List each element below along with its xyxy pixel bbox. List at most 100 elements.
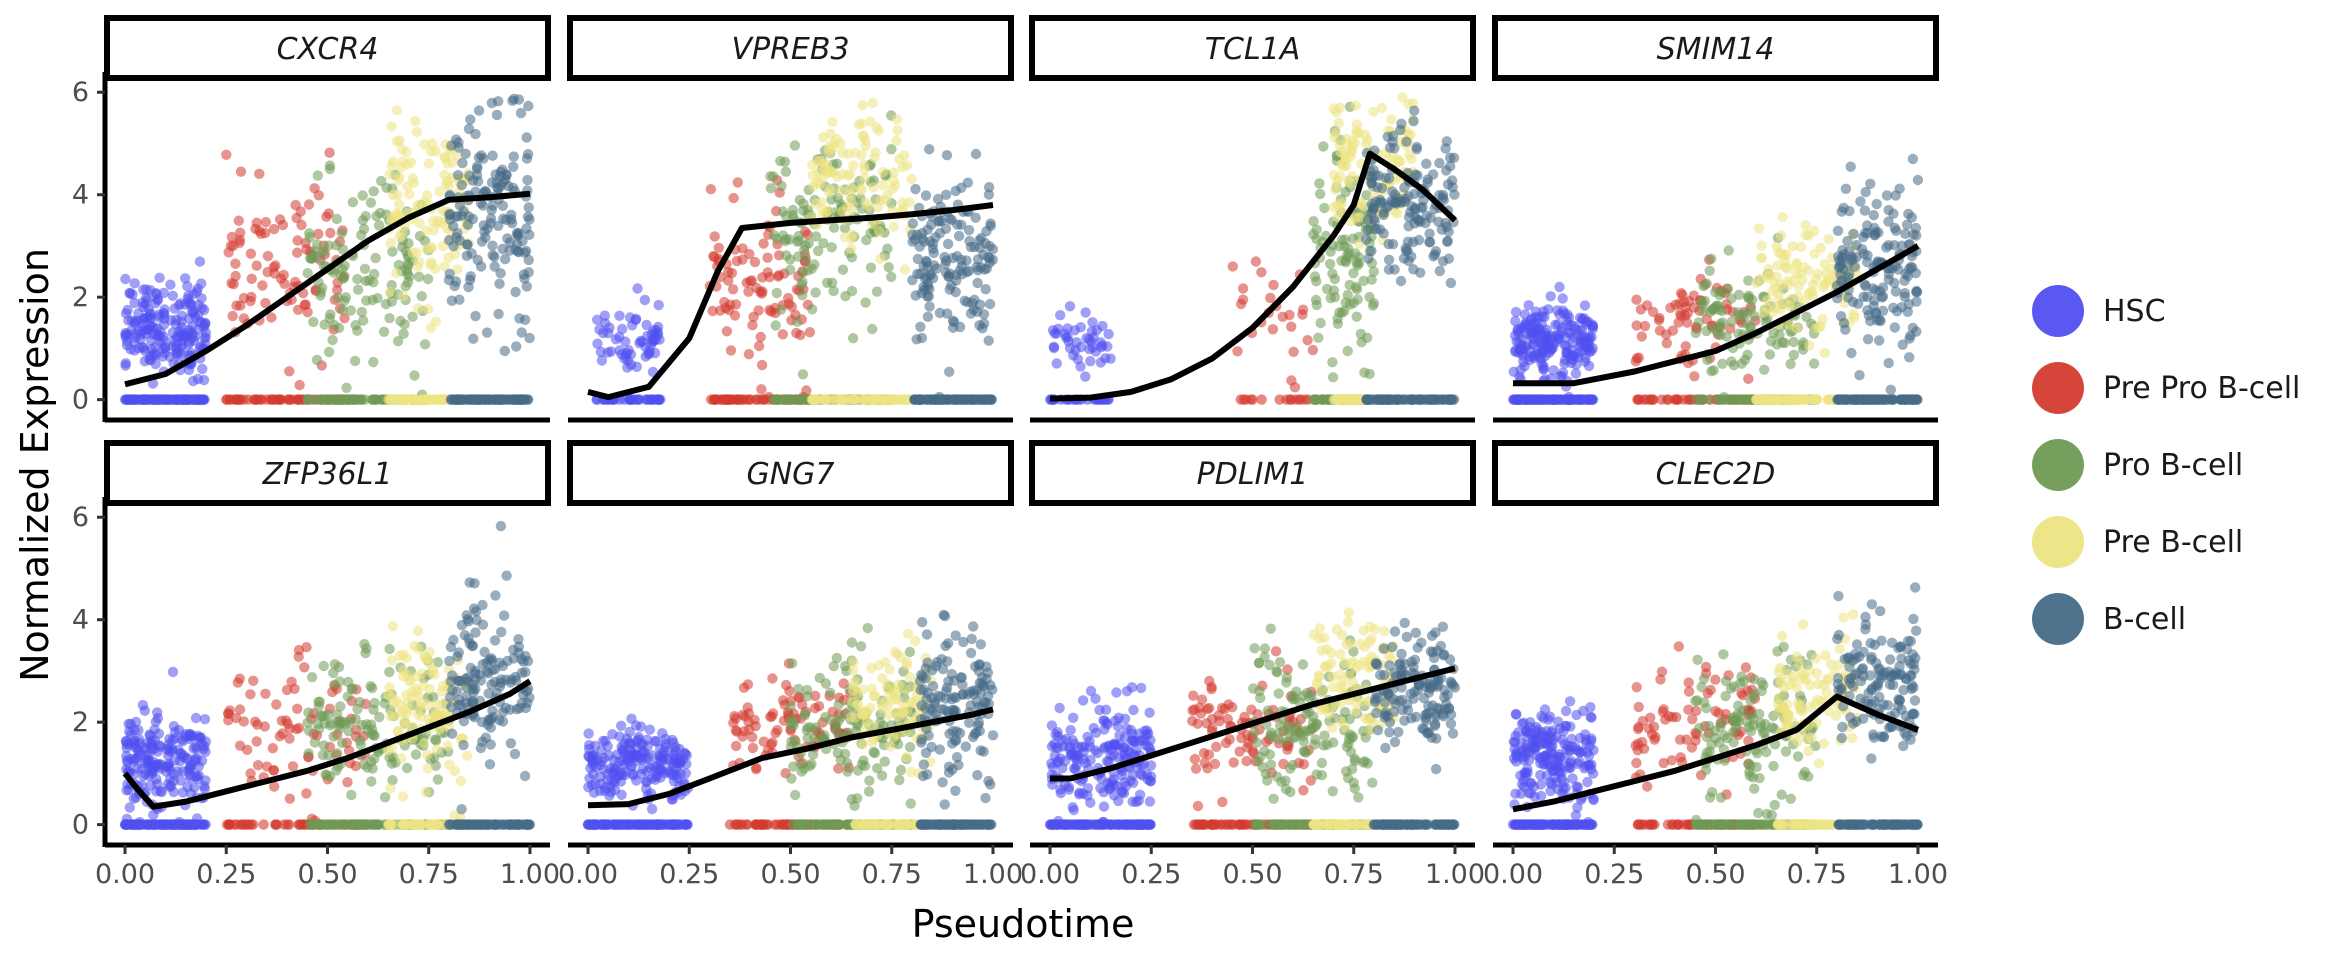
data-point [412,709,423,720]
data-point [1347,135,1358,146]
data-point-zero [1444,394,1455,405]
data-point [780,166,792,177]
data-point [983,182,995,193]
data-point [1267,324,1279,335]
data-point [956,219,967,230]
data-point [1314,178,1325,189]
data-point [1334,171,1346,182]
data-point [1350,100,1362,111]
data-point [221,149,232,160]
data-point [519,770,531,782]
x-tick-label: 0.75 [399,859,459,890]
data-point [176,322,187,333]
data-point [1855,196,1866,207]
data-point [1367,300,1379,311]
data-point [1554,281,1565,293]
data-point [892,125,903,136]
data-point-zero [643,394,654,405]
data-point [413,271,425,282]
data-point [495,268,506,279]
data-point [1771,241,1782,252]
data-point-zero [1309,394,1320,405]
y-tick-label: 6 [72,502,89,533]
data-point [461,750,473,761]
data-point [939,251,950,263]
data-point [327,334,338,346]
data-point [912,268,923,280]
data-point [794,194,805,206]
data-point [1361,234,1372,245]
data-point [1733,310,1745,321]
data-point-zero [188,394,199,405]
data-point [1384,142,1396,153]
data-point-zero [340,394,351,405]
data-point [165,279,176,290]
data-point [245,248,257,259]
data-point-zero [121,394,133,405]
facet-strip [104,15,551,81]
data-point [777,230,789,241]
data-point [625,349,637,360]
data-point [753,305,764,316]
data-point [728,192,739,204]
data-point-zero [1866,394,1877,405]
data-point [959,295,970,306]
data-point [368,186,379,197]
data-point [361,719,372,730]
data-point [301,642,312,653]
data-point [1310,294,1322,306]
data-point [1742,349,1753,360]
data-point [868,182,879,193]
data-point [1900,228,1911,239]
data-point-zero [494,394,505,405]
data-point [486,655,498,666]
data-point [234,704,246,715]
data-point [1682,308,1693,319]
data-point [410,115,421,127]
data-point [260,217,272,228]
data-point [631,361,642,372]
data-point-zero [733,394,744,405]
data-point [770,320,781,331]
data-point [359,263,371,274]
data-point-zero [1587,394,1598,405]
data-point [1437,256,1449,267]
data-point-zero [791,394,802,405]
data-point [970,148,982,160]
data-point [867,97,878,109]
data-point [891,135,902,147]
scatter-points [119,520,536,830]
data-point [163,760,174,771]
data-point [170,343,182,354]
data-point [1386,114,1397,125]
data-point [409,370,420,381]
data-point [284,793,296,804]
data-point [399,319,410,330]
data-point [391,267,402,279]
data-point [321,211,332,222]
data-point [254,168,265,179]
data-point [524,332,535,344]
data-point [1788,336,1799,348]
data-point [454,200,466,211]
data-point [1832,225,1844,236]
data-point [1583,360,1595,372]
data-point [758,238,769,249]
data-point [1557,293,1568,304]
data-point [234,740,246,751]
data-point [141,284,152,295]
data-point [1545,291,1556,302]
data-point [942,238,954,250]
data-point [495,677,507,688]
data-point [1821,268,1832,279]
data-point-zero [1375,394,1386,405]
x-tick-label: 0.25 [196,859,256,890]
data-point [290,199,301,211]
facet-panel-smim14: SMIM14 [1492,15,1939,423]
data-point-zero [1256,394,1267,405]
data-point [477,659,488,670]
data-point-zero [628,394,640,405]
data-point [430,146,441,157]
data-point [1689,371,1700,382]
